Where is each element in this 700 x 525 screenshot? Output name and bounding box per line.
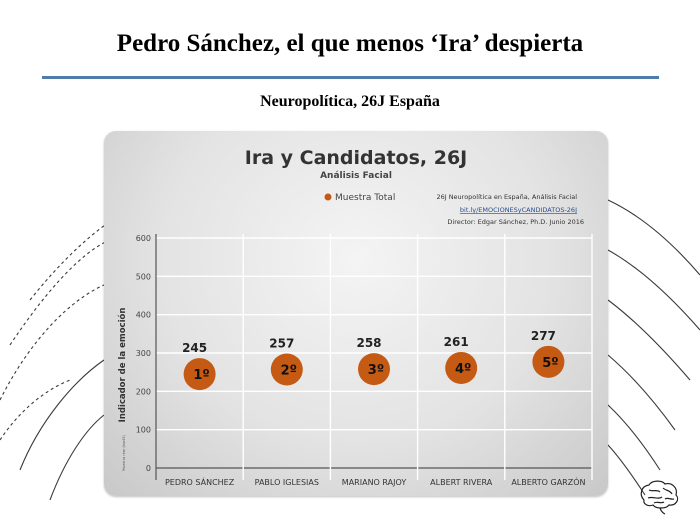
value-label: 245 <box>182 341 207 355</box>
source-line-3: Director: Edgar Sánchez, Ph.D. Junio 201… <box>447 218 584 226</box>
y-tick-label: 400 <box>136 311 151 320</box>
rank-label: 4º <box>455 362 471 377</box>
source-link[interactable]: bit.ly/EMOCIONESyCANDIDATOS-26J <box>460 206 577 214</box>
data-point <box>270 353 303 386</box>
legend-label: Muestra Total <box>335 193 395 203</box>
data-point <box>183 358 216 391</box>
x-tick-label: MARIANO RAJOY <box>342 478 407 487</box>
y-tick-label: 100 <box>136 426 151 435</box>
slide-title: Pedro Sánchez, el que menos ‘Ira’ despie… <box>116 30 584 57</box>
chart-title: Ira y Candidatos, 26J <box>245 147 468 169</box>
y-tick-label: 0 <box>146 464 151 473</box>
y-tick-label: 300 <box>136 349 151 358</box>
slide-subtitle: Neuropolítica, 26J España <box>260 93 440 110</box>
chart-panel <box>104 131 608 496</box>
value-label: 261 <box>444 335 469 349</box>
x-tick-label: PABLO IGLESIAS <box>255 478 319 487</box>
rank-label: 5º <box>542 356 558 371</box>
chart-subtitle: Análisis Facial <box>320 171 392 181</box>
y-tick-label: 600 <box>136 234 151 243</box>
rank-label: 1º <box>193 368 209 383</box>
x-tick-label: ALBERT RIVERA <box>430 478 493 487</box>
value-label: 258 <box>356 336 381 350</box>
rank-label: 3º <box>368 363 384 378</box>
value-label: 257 <box>269 336 294 350</box>
data-point <box>532 345 565 378</box>
y-axis-note: Muestra rear (tse45) <box>122 434 126 471</box>
source-line-1: 26J Neuropolítica en España, Análisis Fa… <box>436 193 577 201</box>
y-tick-label: 500 <box>136 272 151 281</box>
value-label: 277 <box>531 329 556 343</box>
x-tick-label: PEDRO SÁNCHEZ <box>165 476 235 487</box>
y-tick-label: 200 <box>136 387 151 396</box>
brain-logo <box>640 480 679 515</box>
legend-marker <box>324 193 332 201</box>
title-divider <box>42 76 659 79</box>
data-point <box>358 353 390 386</box>
gridlines: 0 100 200 300 400 500 600 <box>136 234 593 480</box>
data-point <box>445 351 478 384</box>
rank-label: 2º <box>281 363 297 378</box>
data-marks: PEDRO SÁNCHEZ 1º 245 PABLO IGLESIAS 2º 257 MAR… <box>165 329 586 487</box>
x-tick-label: ALBERTO GARZÓN <box>511 476 585 487</box>
y-axis-label: Indicador de la emoción <box>117 308 128 423</box>
anger-chart: Ira y Candidatos, 26J Análisis Facial Mu… <box>117 147 593 487</box>
